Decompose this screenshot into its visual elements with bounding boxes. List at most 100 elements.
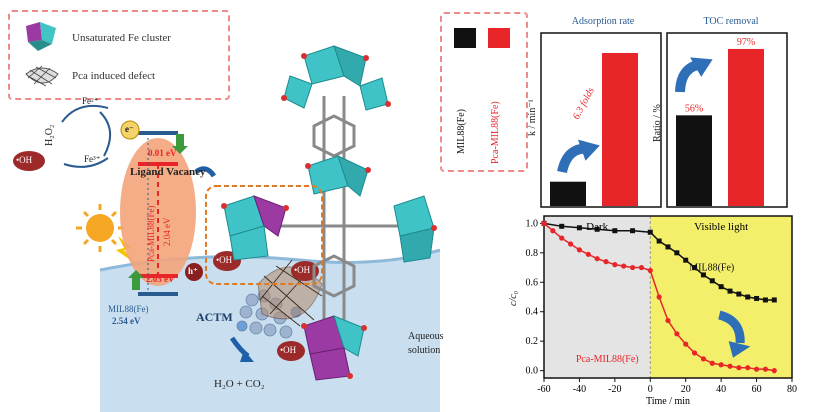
- swatch-pca: [488, 28, 510, 48]
- region-1: [650, 216, 792, 378]
- swatch-mil88: [454, 28, 476, 48]
- series-point-0: [700, 272, 706, 278]
- aqueous-label: Aqueous solution: [408, 331, 444, 356]
- oh-label-2: •OH: [216, 255, 233, 265]
- fe-cluster-left: [223, 195, 287, 261]
- defect-highlight-box: [205, 185, 323, 285]
- legend-swatches: [454, 28, 510, 48]
- x-tick-label: 20: [681, 384, 691, 395]
- cb-value: 0.01 eV: [148, 148, 177, 158]
- chart1-title: Adsorption rate: [571, 16, 635, 27]
- series-point-1: [576, 247, 583, 253]
- series-point-1: [612, 262, 618, 268]
- series-point-0: [674, 250, 680, 256]
- series-point-0: [630, 228, 636, 234]
- defect-label: Pca induced defect: [72, 70, 156, 82]
- series-point-1: [771, 368, 777, 374]
- series-point-1: [585, 251, 591, 257]
- x-tick-label: -60: [537, 384, 550, 395]
- series-point-1: [691, 350, 698, 356]
- x-tick-label: 60: [752, 384, 762, 395]
- series-point-0: [692, 265, 698, 271]
- series-pca-label: Pca-MIL88(Fe): [576, 354, 639, 365]
- vb-value: 2.03 eV: [146, 274, 175, 284]
- series-point-0: [745, 294, 751, 300]
- electron-label: e⁻: [125, 124, 134, 134]
- series-point-0: [612, 228, 618, 234]
- fe3-label: Fe³⁺: [84, 154, 101, 164]
- actm-label: ACTM: [196, 310, 233, 324]
- series-point-0: [683, 257, 689, 263]
- oh-radical-icon: [277, 341, 305, 361]
- oh-label-4: •OH: [280, 345, 297, 355]
- products-label: H₂O + CO₂: [214, 378, 265, 390]
- chart2-bar-mil88: [676, 115, 712, 206]
- series-point-0: [709, 278, 715, 284]
- series-point-1: [550, 228, 556, 234]
- series-point-0: [771, 297, 777, 303]
- chart2-label-pca: 97%: [737, 37, 755, 48]
- y-tick-label: 0.4: [526, 307, 539, 318]
- ref-gap: 2.54 eV: [112, 316, 141, 326]
- arrow-down-icon: [717, 310, 751, 358]
- chart3-xlabel: Time / min: [646, 396, 690, 407]
- fe-cluster-icon: [26, 22, 56, 51]
- region-dark-label: Dark: [586, 221, 608, 233]
- series-point-1: [541, 220, 547, 226]
- fe-cluster-label: Unsaturated Fe cluster: [72, 32, 171, 44]
- defect-mesh-icon: [25, 65, 59, 87]
- series-point-0: [559, 223, 565, 229]
- series-point-1: [656, 294, 662, 300]
- chart2-plot: 56% 97%: [666, 32, 788, 208]
- y-tick-label: 0.6: [526, 277, 539, 288]
- y-tick-label: 1.0: [526, 218, 539, 229]
- ligand-vacancy-label: Ligand Vacancy: [130, 166, 206, 178]
- series-point-0: [762, 297, 768, 303]
- x-tick-label: -40: [573, 384, 586, 395]
- mof-legend-box: MIL88(Fe) Pca-MIL88(Fe): [440, 12, 528, 172]
- series-point-1: [709, 360, 715, 366]
- series-point-1: [603, 259, 609, 265]
- series-point-1: [638, 264, 645, 271]
- hole-icon: [185, 263, 203, 281]
- series-point-0: [647, 229, 653, 235]
- series-point-1: [567, 241, 574, 247]
- series-point-1: [736, 365, 742, 371]
- series-point-1: [700, 356, 707, 362]
- electron-icon: [120, 120, 140, 140]
- y-tick-label: 0.0: [526, 366, 539, 377]
- fe-cluster-bottom: [303, 315, 365, 381]
- fe-cluster-top: [283, 45, 389, 111]
- chart3-plot: -60 -40 -20 0 20 40 60 80 0.0 0.2 0.4 0.6 0.8 1.0 Dar…: [526, 215, 797, 407]
- x-tick-label: 40: [716, 384, 726, 395]
- series-point-0: [665, 244, 671, 250]
- series-point-1: [683, 341, 689, 347]
- series-point-1: [647, 267, 653, 274]
- arrow-up-icon: [557, 139, 600, 174]
- chart2-title: TOC removal: [703, 16, 759, 27]
- band-gap-label: Pca-MIL88(Fe): [146, 205, 156, 262]
- series-mil88-label: MIL88(Fe): [689, 262, 734, 273]
- series-point-1: [762, 366, 769, 372]
- series-point-1: [718, 362, 724, 368]
- series-point-0: [727, 288, 733, 294]
- legend-series2: Pca-MIL88(Fe): [490, 101, 501, 164]
- x-tick-label: 80: [787, 384, 797, 395]
- series-point-1: [745, 365, 751, 371]
- y-tick-label: 0.8: [526, 248, 539, 259]
- series-point-1: [621, 263, 627, 269]
- fe2-label: Fe²⁺: [82, 96, 99, 106]
- series-point-0: [754, 295, 760, 301]
- x-tick-label: 0: [648, 384, 653, 395]
- y-tick-label: 0.2: [526, 336, 539, 347]
- oh-label-1: •OH: [16, 155, 33, 165]
- chart1-plot: 6.3 folds: [540, 32, 662, 208]
- chart3-frame: [543, 215, 793, 379]
- series-point-0: [736, 291, 742, 297]
- oh-label-3: •OH: [294, 265, 311, 275]
- region-0: [544, 216, 651, 378]
- chart2-bar-pca: [728, 48, 764, 207]
- chart2-ylabel: Ratio / %: [652, 104, 663, 142]
- legend-series1: MIL88(Fe): [456, 109, 467, 154]
- chart2-label-mil88: 56%: [685, 103, 703, 114]
